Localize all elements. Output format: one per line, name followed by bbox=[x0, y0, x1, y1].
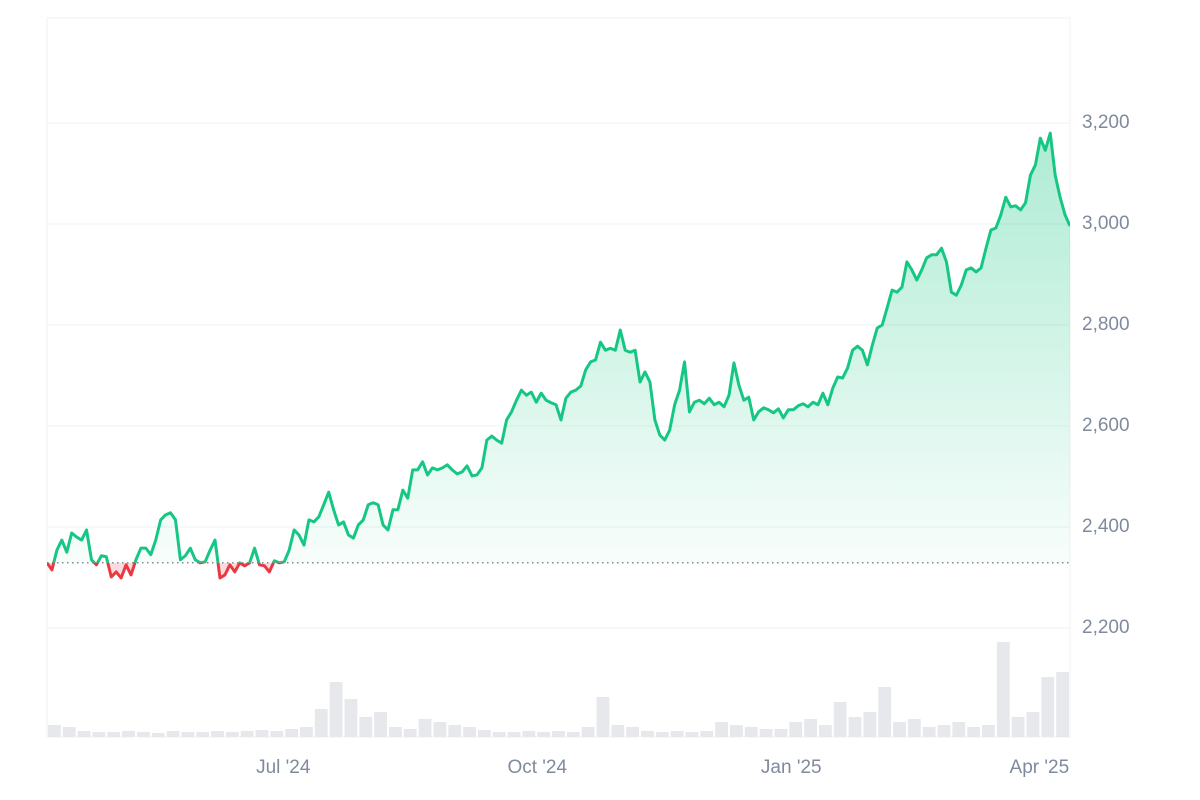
volume-bar bbox=[196, 732, 210, 737]
volume-bar bbox=[211, 731, 224, 737]
volume-bar bbox=[937, 725, 951, 737]
volume-bar bbox=[285, 729, 299, 737]
x-tick-label: Oct '24 bbox=[507, 757, 567, 778]
volume-bar bbox=[77, 731, 91, 737]
volume-bar bbox=[418, 719, 432, 737]
volume-bar bbox=[655, 732, 669, 737]
volume-bar bbox=[848, 717, 862, 737]
volume-bar bbox=[1011, 717, 1025, 737]
volume-bar bbox=[818, 725, 832, 737]
volume-bar bbox=[581, 727, 595, 737]
volume-bar bbox=[122, 731, 135, 737]
area-up bbox=[47, 133, 1070, 563]
volume-bar bbox=[715, 722, 728, 737]
volume-bar bbox=[730, 725, 743, 737]
volume-bar bbox=[982, 725, 995, 737]
volume-bar bbox=[537, 732, 551, 737]
volume-bar bbox=[566, 732, 580, 737]
volume-bar bbox=[374, 712, 387, 737]
volume-bar bbox=[62, 727, 76, 737]
volume-bar bbox=[774, 729, 788, 737]
x-tick-label: Jan '25 bbox=[761, 757, 822, 778]
volume-bar bbox=[789, 722, 803, 737]
y-tick-label: 2,800 bbox=[1082, 314, 1130, 335]
volume-bar bbox=[670, 731, 684, 737]
volume-bar bbox=[522, 731, 536, 737]
volume-bar bbox=[1041, 677, 1055, 737]
volume-bar bbox=[403, 729, 417, 737]
volume-bar bbox=[996, 642, 1010, 737]
volume-bar bbox=[863, 712, 877, 737]
volume-bar bbox=[463, 727, 476, 737]
volume-bar bbox=[314, 709, 328, 737]
volume-bar bbox=[136, 732, 150, 737]
volume-bar bbox=[344, 699, 358, 737]
volume-bar bbox=[255, 730, 269, 737]
x-tick-label: Apr '25 bbox=[1010, 757, 1070, 778]
x-tick-label: Jul '24 bbox=[256, 757, 311, 778]
volume-bar bbox=[270, 731, 284, 737]
volume-bar bbox=[893, 722, 906, 737]
volume-bar bbox=[611, 725, 625, 737]
volume-bar bbox=[641, 731, 654, 737]
volume-bar bbox=[1056, 672, 1069, 737]
volume-bar bbox=[151, 733, 165, 737]
volume-bar bbox=[596, 697, 610, 737]
volume-bar bbox=[833, 702, 847, 737]
volume-bar bbox=[389, 727, 402, 737]
volume-bar bbox=[907, 719, 921, 737]
volume-bar bbox=[329, 682, 343, 737]
volume-bar bbox=[359, 717, 373, 737]
volume-bar bbox=[700, 731, 714, 737]
volume-bar bbox=[477, 730, 491, 737]
y-tick-label: 2,200 bbox=[1082, 617, 1130, 638]
volume-bar bbox=[952, 722, 966, 737]
volume-bar bbox=[48, 725, 61, 737]
volume-bar bbox=[166, 731, 180, 737]
y-tick-label: 3,200 bbox=[1082, 112, 1130, 133]
volume-bar bbox=[92, 732, 106, 737]
volume-bar bbox=[1026, 712, 1040, 737]
volume-bar bbox=[967, 727, 981, 737]
volume-bar bbox=[507, 732, 521, 737]
volume-bar bbox=[685, 732, 699, 737]
volume-bar bbox=[878, 687, 892, 737]
volume-bar bbox=[181, 732, 195, 737]
volume-bar bbox=[492, 732, 506, 737]
volume-bar bbox=[759, 729, 773, 737]
y-tick-label: 3,000 bbox=[1082, 213, 1130, 234]
volume-bar bbox=[107, 732, 121, 737]
volume-bar bbox=[433, 722, 447, 737]
volume-bar bbox=[922, 727, 936, 737]
y-tick-label: 2,400 bbox=[1082, 516, 1130, 537]
volume-bar bbox=[240, 731, 254, 737]
volume-bar bbox=[804, 719, 817, 737]
y-tick-label: 2,600 bbox=[1082, 415, 1130, 436]
volume-bar bbox=[626, 727, 640, 737]
volume-bar bbox=[744, 727, 758, 737]
volume-bar bbox=[225, 732, 239, 737]
volume-bar bbox=[300, 727, 313, 737]
volume-bar bbox=[552, 731, 565, 737]
price-line-up bbox=[47, 131, 1070, 563]
volume-bar bbox=[448, 725, 462, 737]
